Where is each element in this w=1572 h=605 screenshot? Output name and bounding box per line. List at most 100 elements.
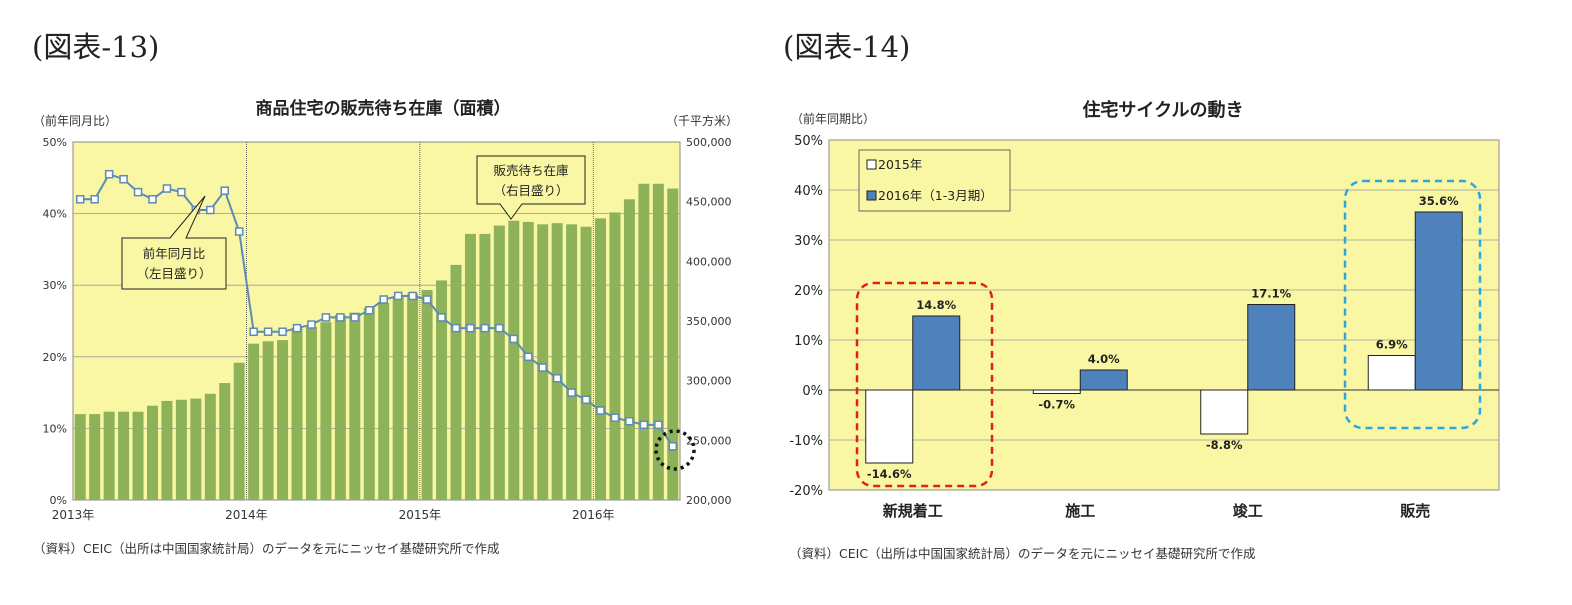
inventory-bar	[219, 383, 231, 500]
yoy-point	[393, 291, 403, 301]
y-tick-label: 0%	[802, 384, 823, 399]
yoy-point	[75, 195, 85, 204]
inventory-bar	[566, 224, 578, 500]
x-tick-label: 2013年	[52, 508, 95, 522]
yoy-point	[654, 420, 663, 430]
category-label: 竣工	[1233, 502, 1263, 520]
x-tick-label: 2014年	[225, 508, 268, 522]
yoy-point	[162, 184, 172, 193]
y-tick-label: 40%	[794, 184, 823, 199]
yoy-point	[90, 195, 99, 204]
yoy-point	[596, 406, 605, 415]
inventory-callout-line2: （右目盛り）	[493, 183, 568, 198]
yoy-point	[133, 187, 143, 197]
yoy-point	[249, 327, 258, 336]
yoy-point	[552, 374, 562, 383]
yoy-point	[610, 413, 620, 422]
y-tick-label: 20%	[794, 284, 823, 299]
yoy-point	[466, 323, 475, 333]
inventory-bar	[638, 183, 650, 500]
inventory-bar	[580, 226, 592, 500]
data-label: -0.7%	[1038, 398, 1075, 412]
inventory-bar	[378, 303, 390, 500]
inventory-bar	[291, 328, 303, 500]
chart-title: 商品住宅の販売待ち在庫（面積）	[256, 98, 511, 119]
yoy-point	[263, 327, 273, 336]
legend-label-2016: 2016年（1-3月期）	[878, 188, 993, 203]
y-axis-label: （前年同期比）	[791, 111, 875, 126]
inventory-callout: 販売待ち在庫 （右目盛り）	[476, 155, 586, 220]
y-tick-label: 30%	[794, 234, 823, 249]
yoy-point	[408, 291, 417, 301]
inventory-bar	[248, 343, 260, 500]
left-tick-label: 10%	[43, 422, 67, 435]
x-tick-label: 2015年	[399, 508, 442, 522]
axes: 0% 10% 20% 30% 40% 50% 200,000 250,000 300,000 35…	[43, 136, 732, 522]
yoy-point	[668, 442, 678, 451]
inventory-bar	[392, 297, 404, 500]
inventory-bar	[277, 340, 289, 500]
right-source-note: （資料）CEIC（出所は中国国家統計局）のデータを元にニッセイ基礎研究所で作成	[789, 546, 1256, 561]
y-tick-label: 10%	[794, 334, 823, 349]
inventory-bar	[407, 293, 419, 500]
inventory-bar	[262, 341, 274, 500]
highlight-sales	[1343, 179, 1482, 430]
yoy-point	[451, 323, 461, 333]
yoy-point	[567, 388, 576, 397]
x-tick-label: 2016年	[572, 508, 615, 522]
yoy-point	[336, 313, 345, 322]
inventory-bar	[421, 289, 433, 500]
yoy-point	[581, 395, 591, 405]
yoy-point	[422, 295, 432, 304]
data-label: 14.8%	[916, 298, 956, 312]
yoy-point	[509, 334, 519, 344]
data-label: 35.6%	[1419, 194, 1459, 208]
data-label: 4.0%	[1088, 352, 1120, 366]
left-tick-label: 40%	[43, 208, 67, 221]
inventory-bar	[551, 223, 563, 500]
housing-cycle-chart: 住宅サイクルの動き （前年同期比） -14.6% 14.8% -0.7% 4.0% -8…	[789, 99, 1500, 520]
right-tick-label: 350,000	[686, 315, 732, 328]
axes: -20% -10% 0% 10% 20% 30% 40% 50% 新規着工 施工 竣工 販売	[789, 134, 1430, 520]
yoy-point	[292, 323, 302, 333]
left-source-note: （資料）CEIC（出所は中国国家統計局）のデータを元にニッセイ基礎研究所で作成	[33, 541, 500, 556]
yoy-point	[480, 323, 490, 333]
bar-2016	[1079, 369, 1128, 391]
inventory-bar	[175, 399, 187, 500]
cycle-bars: -14.6% 14.8% -0.7% 4.0% -8.8% 17.1% 6.9% 35.6%	[865, 194, 1463, 481]
y-tick-label: -10%	[789, 434, 823, 449]
yoy-point	[437, 313, 446, 322]
left-tick-label: 0%	[50, 494, 67, 507]
bar-2015	[1367, 355, 1416, 391]
right-tick-label: 500,000	[686, 136, 732, 149]
right-tick-label: 450,000	[686, 196, 732, 209]
inventory-bar	[508, 220, 520, 500]
inventory-bar	[233, 362, 245, 500]
right-tick-label: 400,000	[686, 255, 732, 268]
yoy-point	[177, 187, 186, 197]
category-label: 新規着工	[883, 502, 943, 520]
inventory-bar	[89, 414, 101, 500]
latest-point-highlight	[654, 429, 696, 471]
yoy-point	[379, 295, 388, 304]
left-tick-label: 20%	[43, 351, 67, 364]
inventory-bar	[146, 405, 158, 500]
data-label: -8.8%	[1206, 438, 1243, 452]
y-tick-label: 50%	[794, 134, 823, 149]
yoy-callout: 前年同月比 （左目盛り）	[121, 195, 227, 290]
data-label: 17.1%	[1251, 287, 1291, 301]
inventory-bar	[667, 188, 679, 501]
inventory-bar	[103, 411, 115, 500]
inventory-bar	[118, 411, 130, 500]
legend-swatch-2015	[866, 159, 877, 170]
right-tick-label: 200,000	[686, 494, 732, 507]
yoy-point	[538, 363, 547, 372]
inventory-chart: 商品住宅の販売待ち在庫（面積） （前年同月比） （千平方米） 0% 10% 20% 3…	[33, 98, 738, 522]
yoy-point	[350, 313, 360, 322]
bar-2016	[912, 315, 961, 391]
figure-13-label: (図表-13)	[32, 30, 160, 64]
y-tick-label: -20%	[789, 484, 823, 499]
bar-2015	[1200, 389, 1249, 435]
inventory-bar	[132, 411, 144, 500]
inventory-bar	[464, 233, 476, 501]
